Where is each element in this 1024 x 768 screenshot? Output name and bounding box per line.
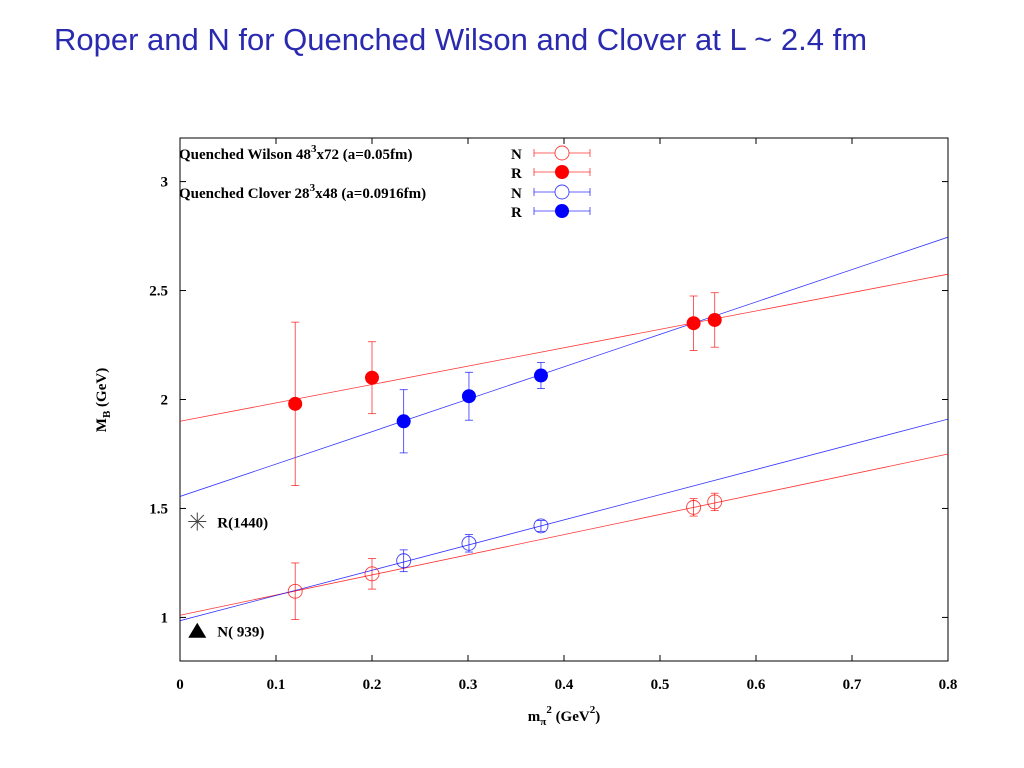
- y-tick-label: 2: [161, 393, 169, 409]
- point-wilson-r: [288, 396, 303, 411]
- x-axis-label-unit-close: ): [595, 709, 600, 725]
- point-clover-r: [396, 414, 411, 429]
- legend-marker: [554, 145, 570, 161]
- point-wilson-n: [287, 583, 303, 599]
- y-axis-label: MB (GeV): [94, 368, 113, 432]
- legend-marker: [554, 184, 570, 200]
- legend-entry-label: N: [511, 147, 522, 163]
- point-wilson-n: [707, 494, 723, 510]
- slide-title: Roper and N for Quenched Wilson and Clov…: [54, 22, 868, 57]
- point-clover-n: [533, 518, 549, 534]
- x-axis-label-unit-sup: 2: [590, 704, 596, 716]
- annotation-label: N( 939): [217, 625, 264, 641]
- point-wilson-r: [707, 312, 722, 327]
- x-tick-label: 0.2: [363, 677, 382, 693]
- x-tick-label: 0: [176, 677, 184, 693]
- fit-line-clover-r: [180, 236, 948, 497]
- point-clover-n: [396, 553, 412, 569]
- x-axis-label-sup: 2: [546, 704, 552, 716]
- y-tick-label: 1: [161, 610, 169, 626]
- x-tick-label: 0.7: [843, 677, 862, 693]
- y-tick-label: 2.5: [149, 284, 168, 300]
- x-axis-label: mπ2 (GeV2): [528, 704, 600, 728]
- point-clover-r: [533, 368, 548, 383]
- triangle-marker: [188, 622, 207, 638]
- y-axis-label-base: M: [94, 418, 110, 432]
- x-tick-label: 0.8: [939, 677, 958, 693]
- y-tick-label: 3: [161, 175, 169, 191]
- point-clover-n: [461, 535, 477, 551]
- legend-entry-label: R: [511, 166, 522, 182]
- x-tick-label: 0.5: [651, 677, 670, 693]
- y-tick-label: 1.5: [149, 501, 168, 517]
- fit-line-clover-n: [180, 418, 948, 622]
- legend-entry-label: N: [511, 186, 522, 202]
- fit-line-wilson-n: [180, 453, 948, 616]
- legend-entry-label: R: [511, 205, 522, 221]
- y-axis-label-rest: (GeV): [94, 368, 110, 411]
- point-wilson-r: [686, 316, 701, 331]
- x-axis-label-base: m: [528, 709, 541, 725]
- fit-line-wilson-r: [180, 273, 948, 422]
- x-tick-label: 0.1: [267, 677, 286, 693]
- annotation-label: R(1440): [217, 516, 268, 532]
- x-tick-label: 0.3: [459, 677, 478, 693]
- point-wilson-n: [364, 566, 380, 582]
- point-clover-r: [461, 389, 476, 404]
- legend-marker: [555, 165, 569, 179]
- x-axis-label-sub: π: [540, 716, 546, 728]
- asterisk-marker: [188, 512, 207, 531]
- point-wilson-r: [365, 370, 379, 385]
- legend-group-title: Quenched Wilson 483x72 (a=0.05fm): [179, 143, 413, 163]
- point-wilson-n: [686, 499, 702, 515]
- x-tick-label: 0.6: [747, 677, 766, 693]
- x-axis-label-unit: (GeV: [552, 709, 590, 725]
- x-tick-label: 0.4: [555, 677, 574, 693]
- y-axis-label-sub: B: [101, 410, 113, 418]
- legend-group-title: Quenched Clover 283x48 (a=0.0916fm): [179, 182, 426, 202]
- asterisk-stroke: [190, 514, 205, 529]
- legend-marker: [555, 204, 569, 218]
